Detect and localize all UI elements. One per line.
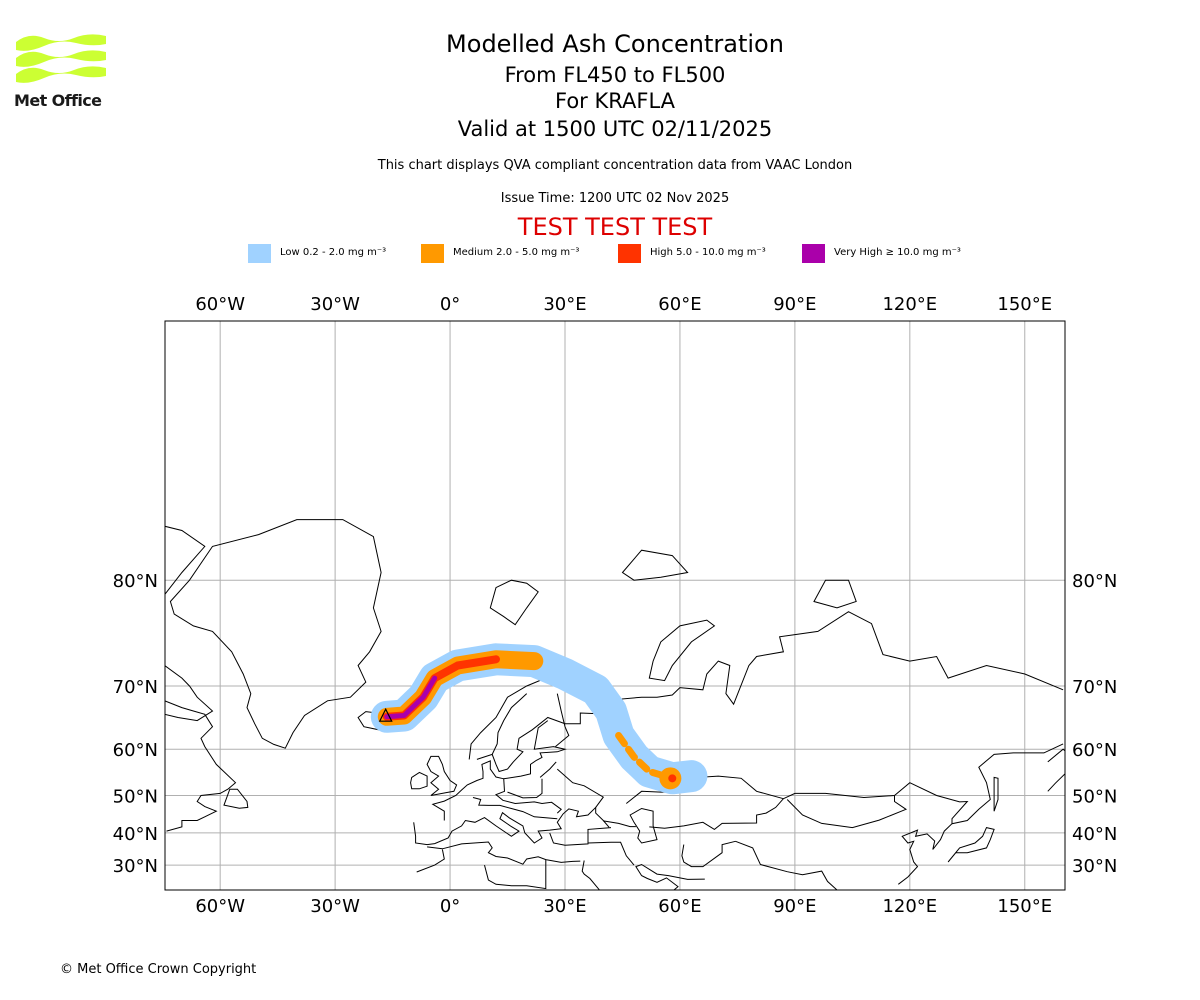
valid-time: Valid at 1500 UTC 02/11/2025 — [457, 117, 773, 141]
lon-tick-label-bottom: 150°E — [997, 896, 1052, 917]
border-europe-3 — [556, 768, 605, 808]
russia-arctic-coast — [618, 611, 1064, 711]
volcano-marker — [378, 707, 393, 722]
lon-tick-label-top: 0° — [440, 294, 460, 315]
uk-coast — [426, 755, 458, 796]
svalbard-coast — [489, 579, 539, 626]
lat-tick-label-right: 50°N — [1072, 786, 1117, 807]
border-europe-1 — [495, 778, 562, 814]
border-no-se — [491, 693, 528, 755]
franz-josef-coast — [621, 549, 689, 581]
border-baltic — [539, 761, 557, 778]
kamchatka-coast — [1047, 748, 1065, 792]
novaya-zemlya-coast — [648, 619, 716, 682]
baffin-coast — [165, 665, 214, 722]
lat-tick-label-left: 40°N — [113, 824, 158, 845]
lat-tick-label-left: 80°N — [113, 571, 158, 592]
legend-swatch-medium — [421, 244, 444, 263]
border-europe-4 — [472, 797, 558, 820]
lon-tick-label-top: 120°E — [882, 294, 937, 315]
europe-coast — [413, 806, 610, 846]
lon-tick-label-top: 30°E — [543, 294, 586, 315]
caspian-coast — [629, 807, 658, 844]
border-maghreb — [416, 849, 445, 873]
ash-plume-very-high — [384, 675, 438, 720]
legend-label-very-high: Very High ≥ 10.0 mg m⁻³ — [834, 247, 961, 258]
border-kz-south — [649, 798, 784, 831]
japan-coast — [947, 827, 995, 863]
chart-subtitle: This chart displays QVA compliant concen… — [377, 158, 853, 173]
map-frame — [164, 320, 1066, 891]
severnaya-zemlya-coast — [813, 579, 857, 609]
map-layer — [165, 321, 1065, 890]
border-iran-afg — [681, 840, 736, 868]
chart-title: Modelled Ash Concentration — [446, 30, 784, 58]
ash-plume-high-blob — [668, 774, 677, 783]
newfoundland-coast — [223, 788, 249, 809]
lat-tick-label-left: 60°N — [113, 740, 158, 761]
greenland-coast — [169, 519, 382, 749]
volcano-name: For KRAFLA — [555, 89, 675, 113]
logo-wave — [16, 34, 106, 51]
lon-tick-label-bottom: 60°W — [195, 896, 245, 917]
border-sahara — [484, 859, 547, 890]
legend-label-medium: Medium 2.0 - 5.0 mg m⁻³ — [453, 247, 580, 258]
lon-tick-label-top: 150°E — [997, 294, 1052, 315]
africa-north-coast — [427, 841, 581, 865]
arabia-coast — [581, 860, 705, 890]
lon-tick-label-top: 60°E — [658, 294, 701, 315]
north-america-coast — [165, 700, 237, 832]
logo-wordmark: Met Office — [14, 91, 102, 110]
legend-swatch-high — [618, 244, 641, 263]
lat-tick-label-left: 50°N — [113, 786, 158, 807]
lon-tick-label-top: 90°E — [773, 294, 816, 315]
border-caucasus — [603, 820, 636, 828]
east-asia-coast — [897, 743, 1064, 885]
ireland-coast — [410, 771, 428, 790]
border-fi-ru — [555, 693, 570, 747]
lat-tick-label-right: 30°N — [1072, 856, 1117, 877]
lon-tick-label-bottom: 90°E — [773, 896, 816, 917]
lat-tick-label-left: 70°N — [113, 677, 158, 698]
lon-tick-label-bottom: 30°W — [310, 896, 360, 917]
lon-tick-label-bottom: 0° — [440, 896, 460, 917]
legend-swatch-low — [248, 244, 271, 263]
scandinavia-coast — [468, 677, 605, 773]
sakhalin-coast — [993, 776, 999, 812]
met-office-logo — [16, 34, 106, 83]
europe-north-coast — [431, 720, 567, 821]
test-banner: TEST TEST TEST — [517, 213, 713, 241]
border-mn-cn — [786, 795, 908, 829]
lat-tick-label-right: 40°N — [1072, 824, 1117, 845]
turkey-coast — [549, 827, 612, 846]
legend-label-low: Low 0.2 - 2.0 mg m⁻³ — [280, 247, 387, 258]
border-china-south — [735, 840, 838, 890]
border-europe-2 — [507, 778, 543, 799]
lat-tick-label-left: 30°N — [113, 856, 158, 877]
lat-tick-label-right: 60°N — [1072, 740, 1117, 761]
lon-tick-label-bottom: 60°E — [658, 896, 701, 917]
lat-tick-label-right: 70°N — [1072, 677, 1117, 698]
issue-time: Issue Time: 1200 UTC 02 Nov 2025 — [500, 191, 730, 206]
ellesmere-coast — [165, 525, 206, 596]
lon-tick-label-bottom: 30°E — [543, 896, 586, 917]
legend-label-high: High 5.0 - 10.0 mg m⁻³ — [650, 247, 766, 258]
lon-tick-label-top: 30°W — [310, 294, 360, 315]
logo-wave — [16, 66, 106, 83]
lon-tick-label-bottom: 120°E — [882, 896, 937, 917]
border-ru-mn-cn — [783, 782, 969, 824]
lat-tick-label-right: 80°N — [1072, 571, 1117, 592]
flight-level-range: From FL450 to FL500 — [504, 63, 726, 87]
border-mideast — [587, 841, 635, 866]
lon-tick-label-top: 60°W — [195, 294, 245, 315]
copyright: © Met Office Crown Copyright — [60, 962, 257, 977]
logo-wave — [16, 50, 106, 67]
legend-swatch-very-high — [802, 244, 825, 263]
